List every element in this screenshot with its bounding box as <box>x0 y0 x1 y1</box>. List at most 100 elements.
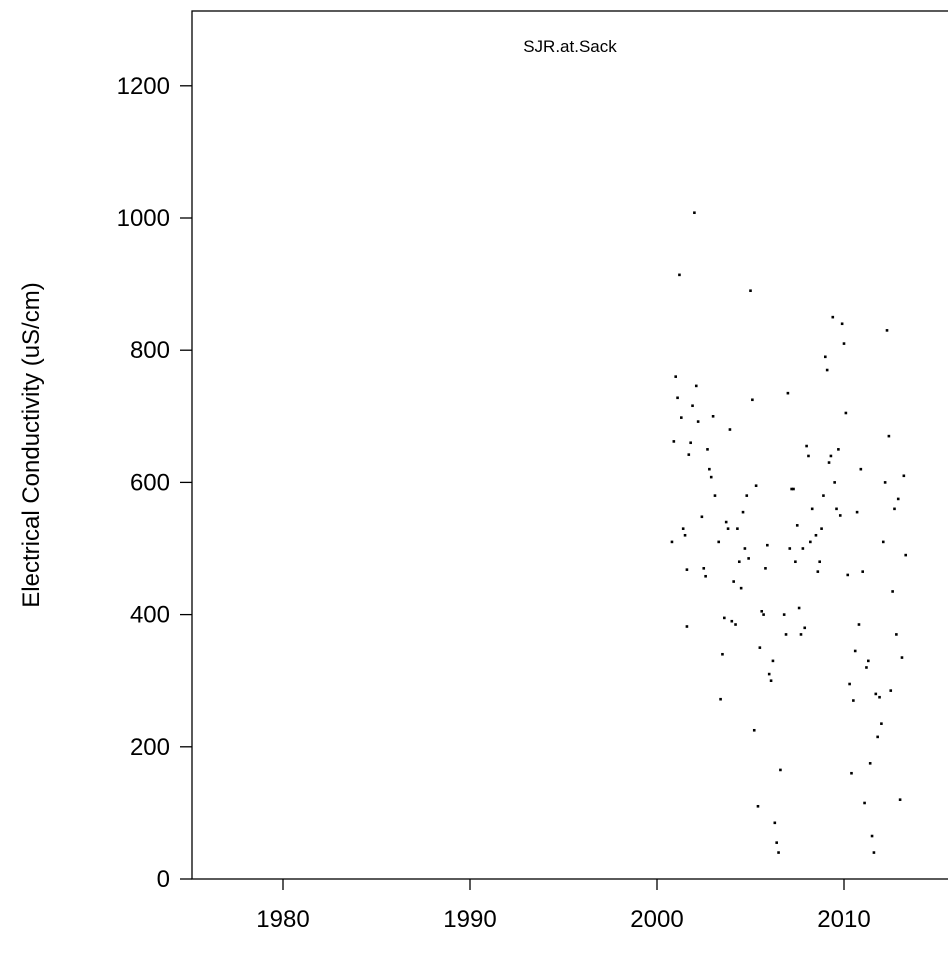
data-point-39 <box>745 494 749 497</box>
data-point-13 <box>693 211 696 215</box>
data-point-52 <box>769 679 773 682</box>
data-point-109 <box>880 722 883 725</box>
data-point-120 <box>900 656 904 659</box>
data-point-27 <box>723 616 726 620</box>
data-point-54 <box>773 821 777 825</box>
data-points <box>670 211 908 854</box>
data-point-80 <box>825 368 829 372</box>
data-point-82 <box>829 454 833 458</box>
data-point-105 <box>872 851 876 854</box>
data-point-53 <box>771 659 775 663</box>
data-point-40 <box>747 557 750 560</box>
y-tick-label-1200: 1200 <box>117 73 170 100</box>
data-point-24 <box>717 540 721 544</box>
data-point-64 <box>794 560 797 564</box>
data-point-70 <box>805 444 808 448</box>
data-point-15 <box>696 420 700 423</box>
data-point-29 <box>726 527 730 530</box>
panel-title: SJR.at.Sack <box>523 37 617 56</box>
data-point-19 <box>706 448 709 451</box>
data-point-122 <box>904 553 908 557</box>
data-point-104 <box>870 834 874 838</box>
data-point-99 <box>861 570 864 573</box>
data-point-95 <box>853 649 857 653</box>
data-point-51 <box>767 672 771 676</box>
data-point-101 <box>865 666 868 669</box>
data-point-69 <box>803 626 807 630</box>
data-point-108 <box>878 695 881 699</box>
data-point-97 <box>857 623 861 626</box>
data-point-78 <box>822 494 825 497</box>
data-point-18 <box>704 574 707 578</box>
x-tick-label-2000: 2000 <box>630 906 683 933</box>
data-point-1 <box>672 440 676 443</box>
y-axis-title: Electrical Conductivity (uS/cm) <box>18 282 45 607</box>
data-point-48 <box>762 613 765 616</box>
data-point-93 <box>850 771 853 775</box>
data-point-36 <box>739 586 743 590</box>
data-point-79 <box>824 355 827 359</box>
data-point-81 <box>827 461 831 464</box>
data-point-117 <box>895 633 898 636</box>
data-point-17 <box>702 567 706 570</box>
data-point-44 <box>754 484 758 488</box>
data-point-73 <box>810 507 814 511</box>
y-axis: 0 200 400 600 800 1000 1200 <box>117 73 192 893</box>
data-point-75 <box>816 570 820 573</box>
data-point-85 <box>835 507 838 511</box>
data-point-114 <box>889 689 893 692</box>
data-point-2 <box>674 375 677 378</box>
data-point-94 <box>852 699 855 702</box>
data-point-62 <box>790 487 793 491</box>
data-point-111 <box>883 481 887 484</box>
x-tick-label-1990: 1990 <box>443 906 496 933</box>
data-point-118 <box>896 497 900 501</box>
data-point-7 <box>683 533 687 537</box>
y-tick-label-600: 600 <box>130 469 170 496</box>
data-point-90 <box>844 411 848 415</box>
data-point-4 <box>678 273 681 277</box>
data-point-88 <box>840 322 844 326</box>
data-point-66 <box>797 606 801 610</box>
data-point-96 <box>855 510 859 514</box>
data-point-25 <box>719 697 722 701</box>
data-point-71 <box>807 454 810 458</box>
x-tick-label-2010: 2010 <box>817 906 870 933</box>
data-point-42 <box>751 398 754 402</box>
data-point-76 <box>818 560 821 564</box>
y-tick-label-200: 200 <box>130 734 170 761</box>
data-point-20 <box>708 467 711 471</box>
y-tick-label-1000: 1000 <box>117 205 170 232</box>
data-point-87 <box>838 514 842 517</box>
data-point-43 <box>752 728 756 732</box>
data-point-56 <box>777 851 780 854</box>
data-point-23 <box>713 494 717 497</box>
data-point-119 <box>898 798 902 801</box>
data-point-46 <box>758 646 762 649</box>
data-point-83 <box>831 315 835 319</box>
data-point-41 <box>749 289 752 293</box>
data-point-106 <box>874 692 878 696</box>
data-point-31 <box>730 619 734 623</box>
data-point-68 <box>801 547 805 550</box>
data-point-55 <box>775 841 778 844</box>
data-point-12 <box>691 404 694 408</box>
data-point-28 <box>724 520 728 524</box>
data-point-100 <box>863 801 866 805</box>
data-point-98 <box>859 467 863 471</box>
data-point-33 <box>734 623 737 626</box>
data-point-65 <box>795 524 799 527</box>
data-point-57 <box>779 768 782 772</box>
data-point-121 <box>902 474 906 478</box>
data-point-115 <box>891 590 894 593</box>
data-point-60 <box>786 391 790 395</box>
data-point-92 <box>848 682 851 686</box>
data-point-38 <box>743 547 747 550</box>
data-point-9 <box>685 625 689 628</box>
data-point-32 <box>732 580 735 583</box>
data-point-30 <box>728 428 732 431</box>
data-point-58 <box>782 613 786 616</box>
data-point-16 <box>700 515 704 519</box>
